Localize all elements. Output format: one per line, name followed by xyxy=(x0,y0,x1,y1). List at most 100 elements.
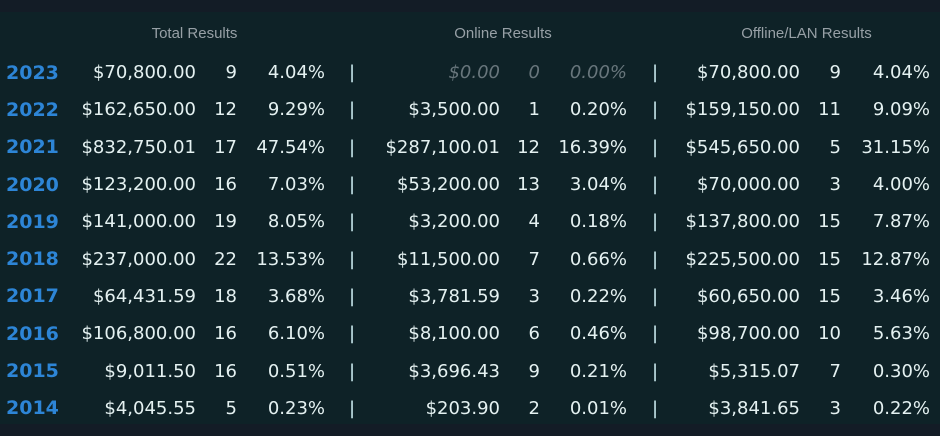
year-link[interactable]: 2017 xyxy=(6,285,59,308)
total-money-value: $832,750.01 xyxy=(81,136,196,158)
offline-percent: 0.22% xyxy=(872,397,930,419)
group-separator: | xyxy=(651,174,659,196)
online-percent: 0.20% xyxy=(569,99,627,121)
year-link[interactable]: 2014 xyxy=(6,397,59,420)
online-count: 1 xyxy=(528,99,540,121)
group-separator: | xyxy=(348,248,356,270)
total-money-value: $123,200.00 xyxy=(81,174,196,196)
year-link[interactable]: 2023 xyxy=(6,61,59,84)
offline-money-value: $3,841.65 xyxy=(708,397,800,419)
offline-count: 10 xyxy=(818,323,841,345)
online-count: 2 xyxy=(528,397,540,419)
offline-money-value: $159,150.00 xyxy=(685,99,800,121)
year-link[interactable]: 2018 xyxy=(6,248,59,271)
total-count: 17 xyxy=(214,136,237,158)
group-separator: | xyxy=(348,136,356,158)
year-link[interactable]: 2022 xyxy=(6,98,59,121)
offline-lan-results-header: Offline/LAN Results xyxy=(741,24,872,42)
online-count: 0 xyxy=(528,62,540,84)
group-separator: | xyxy=(348,99,356,121)
year-link[interactable]: 2020 xyxy=(6,173,59,196)
offline-percent: 5.63% xyxy=(872,323,930,345)
table-row: 2020 $123,200.00 16 7.03% | $53,200.00 1… xyxy=(0,166,932,203)
online-money-value: $3,500.00 xyxy=(408,99,500,121)
online-money-value: $3,200.00 xyxy=(408,211,500,233)
total-money-value: $70,800.00 xyxy=(92,62,196,84)
total-percent: 6.10% xyxy=(267,323,325,345)
top-band xyxy=(0,0,940,12)
total-money-value: $9,011.50 xyxy=(104,360,196,382)
offline-percent: 3.46% xyxy=(872,285,930,307)
offline-money-value: $137,800.00 xyxy=(685,211,800,233)
offline-percent: 4.04% xyxy=(872,62,930,84)
total-money-value: $162,650.00 xyxy=(81,99,196,121)
offline-count: 11 xyxy=(818,99,841,121)
offline-percent: 7.87% xyxy=(872,211,930,233)
total-percent: 47.54% xyxy=(256,136,325,158)
offline-percent: 31.15% xyxy=(861,136,930,158)
online-percent: 3.04% xyxy=(569,174,627,196)
offline-count: 5 xyxy=(829,136,841,158)
table-header: Total Results Online Results Offline/LAN… xyxy=(0,12,932,54)
bottom-band xyxy=(0,424,940,436)
offline-money-value: $70,800.00 xyxy=(696,62,800,84)
offline-count: 15 xyxy=(818,248,841,270)
total-percent: 9.29% xyxy=(267,99,325,121)
total-money-value: $237,000.00 xyxy=(81,248,196,270)
table-row: 2015 $9,011.50 16 0.51% | $3,696.43 9 0.… xyxy=(0,352,932,389)
online-money-value: $11,500.00 xyxy=(396,248,500,270)
year-link[interactable]: 2021 xyxy=(6,136,59,159)
offline-percent: 4.00% xyxy=(872,174,930,196)
online-count: 6 xyxy=(528,323,540,345)
total-percent: 3.68% xyxy=(267,285,325,307)
online-money-value: $53,200.00 xyxy=(396,174,500,196)
group-separator: | xyxy=(651,62,659,84)
total-percent: 0.51% xyxy=(267,360,325,382)
offline-money-value: $70,000.00 xyxy=(696,174,800,196)
offline-percent: 9.09% xyxy=(872,99,930,121)
total-money-value: $141,000.00 xyxy=(81,211,196,233)
total-percent: 4.04% xyxy=(267,62,325,84)
total-count: 16 xyxy=(214,174,237,196)
group-separator: | xyxy=(348,360,356,382)
table-row: 2022 $162,650.00 12 9.29% | $3,500.00 1 … xyxy=(0,91,932,128)
online-percent: 0.01% xyxy=(569,397,627,419)
offline-money-value: $545,650.00 xyxy=(685,136,800,158)
group-separator: | xyxy=(651,211,659,233)
total-count: 22 xyxy=(214,248,237,270)
group-separator: | xyxy=(651,136,659,158)
year-link[interactable]: 2016 xyxy=(6,322,59,345)
results-table: 2023 $70,800.00 9 4.04% | $0.00 0 0.00% … xyxy=(0,54,932,427)
group-separator: | xyxy=(651,360,659,382)
group-separator: | xyxy=(348,211,356,233)
total-percent: 8.05% xyxy=(267,211,325,233)
online-count: 13 xyxy=(517,174,540,196)
table-row: 2016 $106,800.00 16 6.10% | $8,100.00 6 … xyxy=(0,315,932,352)
online-money-value: $287,100.01 xyxy=(385,136,500,158)
total-percent: 13.53% xyxy=(256,248,325,270)
online-percent: 0.66% xyxy=(569,248,627,270)
group-separator: | xyxy=(348,397,356,419)
table-row: 2018 $237,000.00 22 13.53% | $11,500.00 … xyxy=(0,240,932,277)
online-money-value: $203.90 xyxy=(425,397,500,419)
offline-count: 15 xyxy=(818,285,841,307)
online-results-header: Online Results xyxy=(454,24,552,42)
offline-money-value: $5,315.07 xyxy=(708,360,800,382)
offline-money-value: $60,650.00 xyxy=(696,285,800,307)
year-link[interactable]: 2019 xyxy=(6,210,59,233)
table-row: 2019 $141,000.00 19 8.05% | $3,200.00 4 … xyxy=(0,203,932,240)
online-count: 9 xyxy=(528,360,540,382)
offline-percent: 12.87% xyxy=(861,248,930,270)
group-separator: | xyxy=(348,174,356,196)
online-percent: 0.00% xyxy=(569,62,627,84)
online-money-value: $8,100.00 xyxy=(408,323,500,345)
group-separator: | xyxy=(651,323,659,345)
year-link[interactable]: 2015 xyxy=(6,360,59,383)
table-row: 2021 $832,750.01 17 47.54% | $287,100.01… xyxy=(0,129,932,166)
offline-count: 3 xyxy=(829,397,841,419)
group-separator: | xyxy=(651,248,659,270)
online-percent: 0.46% xyxy=(569,323,627,345)
online-percent: 16.39% xyxy=(558,136,627,158)
group-separator: | xyxy=(348,323,356,345)
total-count: 16 xyxy=(214,323,237,345)
